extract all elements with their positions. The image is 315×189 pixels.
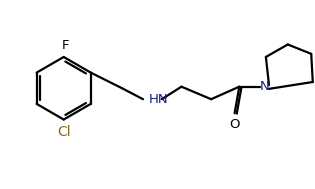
Text: F: F — [61, 39, 69, 52]
Text: HN: HN — [149, 93, 168, 106]
Text: O: O — [229, 118, 240, 131]
Text: N: N — [260, 80, 269, 93]
Text: Cl: Cl — [57, 125, 71, 139]
